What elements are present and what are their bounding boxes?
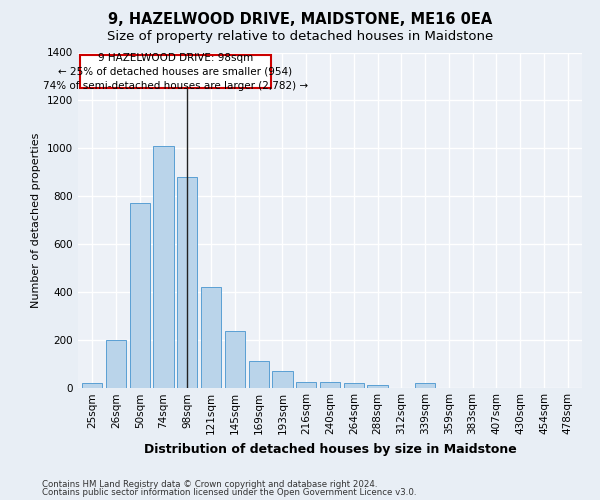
Bar [320,382,340,388]
FancyBboxPatch shape [80,55,271,88]
Bar [130,203,150,388]
Bar [344,382,364,388]
Bar [201,287,221,388]
Bar [367,384,388,388]
Bar [154,146,173,388]
Text: 9, HAZELWOOD DRIVE, MAIDSTONE, ME16 0EA: 9, HAZELWOOD DRIVE, MAIDSTONE, ME16 0EA [108,12,492,28]
Bar [272,371,293,388]
Y-axis label: Number of detached properties: Number of detached properties [31,132,41,308]
Text: Size of property relative to detached houses in Maidstone: Size of property relative to detached ho… [107,30,493,43]
Bar [82,382,103,388]
Text: Contains HM Land Registry data © Crown copyright and database right 2024.: Contains HM Land Registry data © Crown c… [42,480,377,489]
Text: Contains public sector information licensed under the Open Government Licence v3: Contains public sector information licen… [42,488,416,497]
Bar [415,383,435,388]
Bar [106,340,126,388]
Bar [177,177,197,388]
Bar [296,382,316,388]
Bar [248,361,269,388]
X-axis label: Distribution of detached houses by size in Maidstone: Distribution of detached houses by size … [143,443,517,456]
Bar [225,332,245,388]
Text: 9 HAZELWOOD DRIVE: 98sqm
← 25% of detached houses are smaller (954)
74% of semi-: 9 HAZELWOOD DRIVE: 98sqm ← 25% of detach… [43,52,308,90]
